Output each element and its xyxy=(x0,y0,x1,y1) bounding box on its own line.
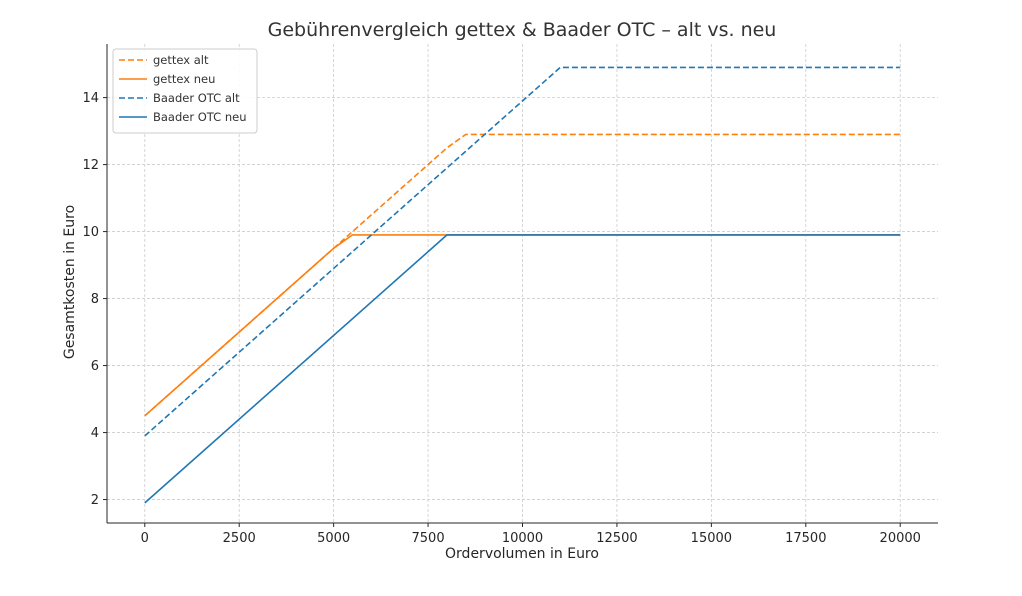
x-tick-label: 7500 xyxy=(412,531,445,546)
legend: gettex alt gettex neu Baader OTC alt Baader… xyxy=(112,48,258,134)
ticks: 0 2500 5000 7500 10000 12500 15000 17500 20000 2 4… xyxy=(82,91,920,546)
y-tick-label: 12 xyxy=(82,158,99,173)
legend-label: gettex neu xyxy=(153,72,215,86)
grid xyxy=(107,44,938,523)
y-tick-label: 10 xyxy=(82,225,99,240)
legend-label: Baader OTC alt xyxy=(153,91,240,105)
legend-label: Baader OTC neu xyxy=(153,110,246,124)
series-line-baader-otc-neu xyxy=(144,234,901,504)
y-tick-label: 4 xyxy=(91,426,99,441)
x-tick-label: 0 xyxy=(141,531,149,546)
x-tick-label: 17500 xyxy=(785,531,826,546)
x-tick-label: 2500 xyxy=(223,531,256,546)
y-tick-label: 14 xyxy=(82,91,99,106)
x-tick-label: 12500 xyxy=(596,531,637,546)
y-tick-label: 6 xyxy=(91,359,99,374)
x-tick-label: 20000 xyxy=(880,531,921,546)
y-tick-label: 8 xyxy=(91,292,99,307)
y-axis-label: Gesamtkosten in Euro xyxy=(62,205,78,359)
y-tick-label: 2 xyxy=(91,493,99,508)
x-tick-label: 5000 xyxy=(317,531,350,546)
series-layer xyxy=(144,66,901,504)
legend-label: gettex alt xyxy=(153,53,209,67)
series-line-baader-otc-alt xyxy=(144,66,901,437)
x-tick-label: 15000 xyxy=(691,531,732,546)
chart-title: Gebührenvergleich gettex & Baader OTC – … xyxy=(268,19,777,41)
legend-box xyxy=(112,48,258,134)
x-tick-label: 10000 xyxy=(502,531,543,546)
x-axis-label: Ordervolumen in Euro xyxy=(445,546,599,562)
